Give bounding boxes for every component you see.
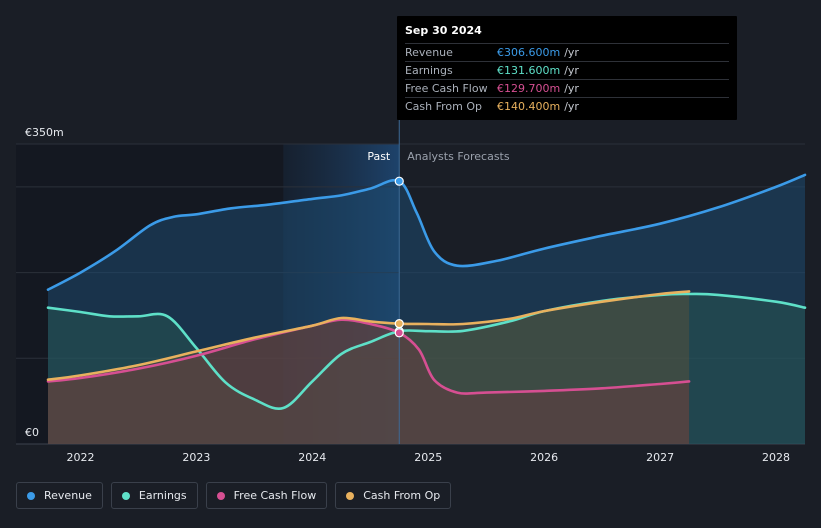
legend-label: Revenue bbox=[44, 489, 92, 502]
x-tick-label: 2025 bbox=[414, 451, 442, 464]
y-axis-bottom-label: €0 bbox=[25, 426, 39, 439]
tooltip-unit: /yr bbox=[564, 100, 579, 113]
tooltip-value: €131.600m bbox=[497, 64, 561, 77]
x-tick-label: 2024 bbox=[298, 451, 326, 464]
x-tick-label: 2023 bbox=[182, 451, 210, 464]
legend-label: Cash From Op bbox=[363, 489, 441, 502]
line-revenue bbox=[46, 173, 807, 291]
x-tick-label: 2022 bbox=[66, 451, 94, 464]
tooltip-row-earnings: Earnings €131.600m /yr bbox=[405, 61, 729, 79]
marker-free-cash-flow bbox=[394, 328, 404, 338]
legend-item-free-cash-flow[interactable]: Free Cash Flow bbox=[205, 482, 328, 509]
tooltip-label: Revenue bbox=[405, 46, 453, 59]
legend-label: Free Cash Flow bbox=[233, 489, 317, 502]
legend-item-cash-from-op[interactable]: Cash From Op bbox=[335, 482, 452, 509]
tooltip-row-revenue: Revenue €306.600m /yr bbox=[405, 43, 729, 61]
legend-item-earnings[interactable]: Earnings bbox=[110, 482, 198, 509]
legend-label: Earnings bbox=[138, 489, 187, 502]
tooltip-value: €140.400m bbox=[497, 100, 561, 113]
legend-dot-icon bbox=[346, 491, 355, 500]
tooltip-row-cash-from-op: Cash From Op €140.400m /yr bbox=[405, 97, 729, 115]
tooltip-label: Free Cash Flow bbox=[405, 82, 488, 95]
forecast-label: Analysts Forecasts bbox=[407, 150, 510, 163]
legend-dot-icon bbox=[27, 491, 35, 500]
legend-item-revenue[interactable]: Revenue bbox=[16, 482, 103, 509]
x-tick-label: 2028 bbox=[762, 451, 790, 464]
tooltip-label: Cash From Op bbox=[405, 100, 483, 113]
x-tick-label: 2026 bbox=[530, 451, 558, 464]
area-earnings bbox=[48, 293, 805, 444]
area-cash-from-op bbox=[48, 291, 690, 444]
area-revenue bbox=[48, 174, 805, 444]
legend-dot-icon bbox=[121, 491, 130, 500]
data-tooltip: Sep 30 2024 Revenue €306.600m /yr Earnin… bbox=[397, 16, 737, 120]
tooltip-unit: /yr bbox=[564, 64, 579, 77]
past-label: Past bbox=[367, 150, 391, 163]
tooltip-date: Sep 30 2024 bbox=[405, 24, 482, 37]
tooltip-row-free-cash-flow: Free Cash Flow €129.700m /yr bbox=[405, 79, 729, 97]
marker-revenue bbox=[394, 176, 404, 186]
legend-dot-icon bbox=[216, 491, 225, 500]
chart-legend: Revenue Earnings Free Cash Flow Cash Fro… bbox=[16, 482, 452, 511]
marker-cash-from-op bbox=[394, 319, 404, 329]
tooltip-value: €129.700m bbox=[497, 82, 561, 95]
x-tick-label: 2027 bbox=[646, 451, 674, 464]
y-axis-top-label: €350m bbox=[25, 126, 64, 139]
area-free-cash-flow bbox=[48, 319, 690, 444]
tooltip-unit: /yr bbox=[564, 82, 579, 95]
tooltip-value: €306.600m bbox=[497, 46, 561, 59]
tooltip-label: Earnings bbox=[405, 64, 453, 77]
line-cash-from-op bbox=[46, 290, 691, 381]
tooltip-unit: /yr bbox=[564, 46, 579, 59]
